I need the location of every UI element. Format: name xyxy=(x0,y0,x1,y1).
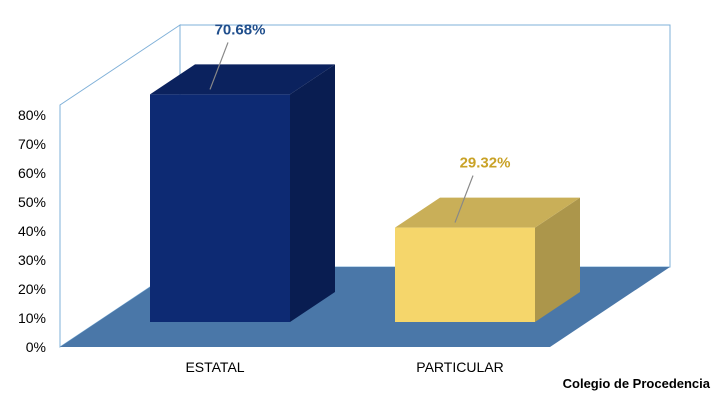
bar-top xyxy=(395,197,580,228)
x-axis-title: Colegio de Procedencia xyxy=(563,376,711,391)
y-tick-label: 80% xyxy=(18,107,46,123)
y-tick-label: 30% xyxy=(18,252,46,268)
bars-group xyxy=(150,64,580,322)
data-label: 29.32% xyxy=(460,155,511,172)
bar-particular xyxy=(395,197,580,322)
data-label: 70.68% xyxy=(215,21,266,38)
y-tick-label: 20% xyxy=(18,281,46,297)
y-tick-label: 70% xyxy=(18,136,46,152)
leader-line xyxy=(454,175,474,223)
bar-front xyxy=(395,227,535,322)
category-label: PARTICULAR xyxy=(416,359,503,375)
y-tick-label: 10% xyxy=(18,310,46,326)
y-tick-label: 60% xyxy=(18,165,46,181)
y-axis-ticks: 0% 10% 20% 30% 40% 50% 60% 70% 80% xyxy=(18,107,46,355)
category-labels-group: ESTATAL PARTICULAR xyxy=(185,359,503,375)
bar-top xyxy=(150,64,335,95)
y-tick-label: 40% xyxy=(18,223,46,239)
bar-front xyxy=(150,94,290,322)
leader-line xyxy=(209,42,229,90)
bar-estatal xyxy=(150,64,335,322)
category-label: ESTATAL xyxy=(185,359,244,375)
data-labels-group: 70.68% 29.32% xyxy=(209,21,511,223)
y-tick-label: 50% xyxy=(18,194,46,210)
bar-side xyxy=(535,197,580,322)
y-tick-label: 0% xyxy=(26,339,46,355)
bar-side xyxy=(290,64,335,322)
